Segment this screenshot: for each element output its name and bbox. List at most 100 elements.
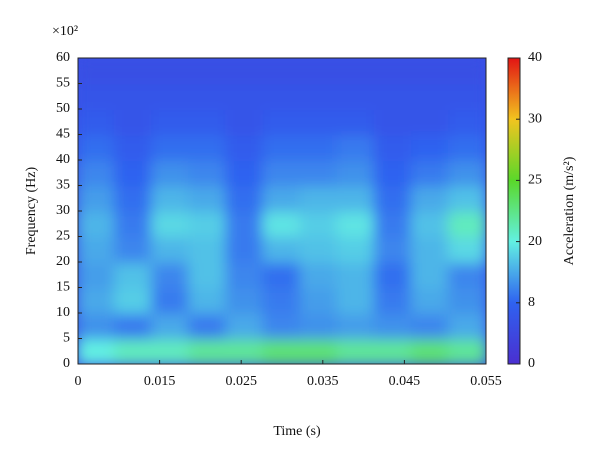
heatmap-cell — [336, 82, 376, 110]
heatmap-cell — [114, 235, 154, 263]
heatmap-cell — [78, 82, 117, 110]
heatmap-cell — [78, 108, 117, 136]
heatmap-cell — [262, 337, 302, 364]
heatmap-cell — [188, 108, 228, 136]
heatmap-cell — [262, 312, 302, 340]
y-tick-label: 5 — [63, 331, 70, 346]
y-tick-label: 50 — [56, 101, 70, 116]
heatmap-cell — [114, 82, 154, 110]
heatmap-cell — [410, 210, 450, 238]
y-tick-label: 20 — [56, 254, 70, 269]
y-tick-label: 30 — [56, 203, 70, 218]
heatmap-cell — [225, 82, 265, 110]
heatmap-cell — [188, 133, 228, 161]
y-tick-label: 45 — [56, 127, 70, 142]
x-tick-label: 0.055 — [470, 374, 502, 389]
heatmap-cell — [151, 184, 191, 212]
heatmap-cell — [225, 286, 265, 314]
heatmap-cell — [225, 58, 265, 85]
y-multiplier: ×10² — [52, 24, 78, 39]
x-axis-title: Time (s) — [273, 424, 321, 439]
heatmap-cell — [225, 184, 265, 212]
heatmap-cell — [151, 210, 191, 238]
heatmap-cell — [410, 159, 450, 187]
heatmap-cell — [336, 261, 376, 289]
y-tick-label: 25 — [56, 229, 70, 244]
heatmap-cell — [262, 184, 302, 212]
heatmap-cell — [336, 133, 376, 161]
heatmap-cell — [188, 210, 228, 238]
heatmap-cell — [410, 184, 450, 212]
heatmap-cell — [299, 108, 339, 136]
heatmap-cell — [225, 261, 265, 289]
heatmap-cell — [373, 58, 413, 85]
heatmap-cell — [151, 261, 191, 289]
heatmap-cell — [151, 133, 191, 161]
colorbar — [507, 57, 521, 365]
x-tick-label: 0.025 — [225, 374, 257, 389]
heatmap-cell — [373, 235, 413, 263]
heatmap-cell — [262, 210, 302, 238]
heatmap-cell — [373, 261, 413, 289]
heatmap-cell — [151, 108, 191, 136]
x-tick-label: 0.015 — [144, 374, 176, 389]
heatmap-cell — [447, 286, 486, 314]
heatmap-cell — [78, 184, 117, 212]
heatmap-cell — [78, 133, 117, 161]
heatmap-cell — [447, 184, 486, 212]
heatmap-cell — [410, 108, 450, 136]
heatmap-cell — [151, 159, 191, 187]
heatmap-cell — [447, 58, 486, 85]
heatmap-cell — [188, 184, 228, 212]
heatmap-cell — [299, 58, 339, 85]
heatmap-cell — [410, 235, 450, 263]
heatmap-cell — [188, 58, 228, 85]
heatmap-cell — [78, 210, 117, 238]
heatmap-cell — [262, 133, 302, 161]
heatmap-cell — [114, 159, 154, 187]
heatmap-cell — [299, 133, 339, 161]
heatmap-cell — [225, 312, 265, 340]
heatmap-cell — [373, 312, 413, 340]
heatmap-cell — [188, 82, 228, 110]
heatmap-cell — [410, 58, 450, 85]
y-tick-label: 35 — [56, 178, 70, 193]
heatmap-cell — [447, 82, 486, 110]
colorbar-tick-label: 30 — [528, 111, 542, 126]
heatmap-cell — [299, 261, 339, 289]
colorbar-tick-label: 0 — [528, 356, 535, 371]
heatmap-cell — [78, 58, 117, 85]
y-axis-title: Frequency (Hz) — [24, 167, 39, 256]
heatmap-cell — [78, 235, 117, 263]
heatmap-cell — [410, 312, 450, 340]
y-tick-label: 40 — [56, 152, 70, 167]
heatmap-cell — [447, 261, 486, 289]
colorbar-title: Acceleration (m/s²) — [562, 156, 577, 265]
heatmap-cell — [151, 337, 191, 364]
heatmap-cell — [299, 210, 339, 238]
heatmap-cell — [373, 133, 413, 161]
heatmap-cell — [447, 133, 486, 161]
heatmap-cell — [78, 312, 117, 340]
heatmap-cell — [299, 159, 339, 187]
heatmap-cell — [373, 184, 413, 212]
heatmap-cell — [336, 210, 376, 238]
heatmap-cell — [299, 312, 339, 340]
heatmap-cell — [447, 235, 486, 263]
heatmap-cell — [78, 261, 117, 289]
heatmap-cell — [225, 133, 265, 161]
heatmap-cell — [410, 286, 450, 314]
colorbar-tick-label: 20 — [528, 234, 542, 249]
heatmap-cell — [78, 286, 117, 314]
y-tick-label: 0 — [63, 356, 70, 371]
heatmap-cell — [188, 159, 228, 187]
heatmap-cell — [114, 286, 154, 314]
heatmap-cell — [373, 210, 413, 238]
heatmap-cell — [336, 58, 376, 85]
heatmap-cell — [151, 58, 191, 85]
heatmap-cell — [262, 159, 302, 187]
heatmap-cell — [151, 286, 191, 314]
heatmap-cell — [299, 82, 339, 110]
heatmap-cell — [299, 184, 339, 212]
heatmap-cell — [225, 108, 265, 136]
